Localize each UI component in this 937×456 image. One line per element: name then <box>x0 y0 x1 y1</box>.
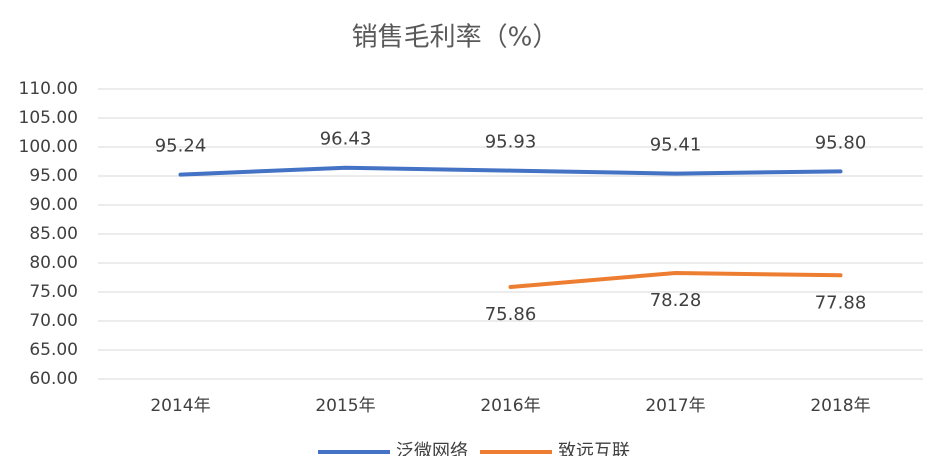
data-label: 96.43 <box>320 129 372 150</box>
data-label: 95.24 <box>155 136 207 157</box>
x-tick-label: 2014年 <box>150 396 210 416</box>
y-tick-label: 75.00 <box>29 282 78 302</box>
data-label: 77.88 <box>815 292 867 313</box>
y-tick-label: 70.00 <box>29 311 78 331</box>
x-tick-label: 2017年 <box>645 396 705 416</box>
x-tick-label: 2015年 <box>315 396 375 416</box>
legend-label: 致远互联 <box>558 441 630 456</box>
y-tick-label: 60.00 <box>29 369 78 389</box>
series-line <box>178 165 843 177</box>
data-label: 75.86 <box>485 304 537 325</box>
series-line <box>508 270 843 290</box>
data-label: 95.80 <box>815 132 867 153</box>
y-tick-label: 65.00 <box>29 340 78 360</box>
y-tick-label: 90.00 <box>29 195 78 215</box>
y-tick-label: 95.00 <box>29 166 78 186</box>
y-tick-label: 85.00 <box>29 224 78 244</box>
legend-label: 泛微网络 <box>396 441 468 456</box>
y-tick-label: 80.00 <box>29 253 78 273</box>
data-label: 95.41 <box>650 135 702 156</box>
chart-title: 销售毛利率（%） <box>352 23 559 53</box>
data-label: 95.93 <box>485 132 537 153</box>
y-tick-label: 110.00 <box>19 79 78 99</box>
x-tick-label: 2016年 <box>480 396 540 416</box>
y-tick-label: 100.00 <box>19 137 78 157</box>
y-tick-label: 105.00 <box>19 108 78 128</box>
data-label: 78.28 <box>650 290 702 311</box>
x-tick-label: 2018年 <box>810 396 870 416</box>
